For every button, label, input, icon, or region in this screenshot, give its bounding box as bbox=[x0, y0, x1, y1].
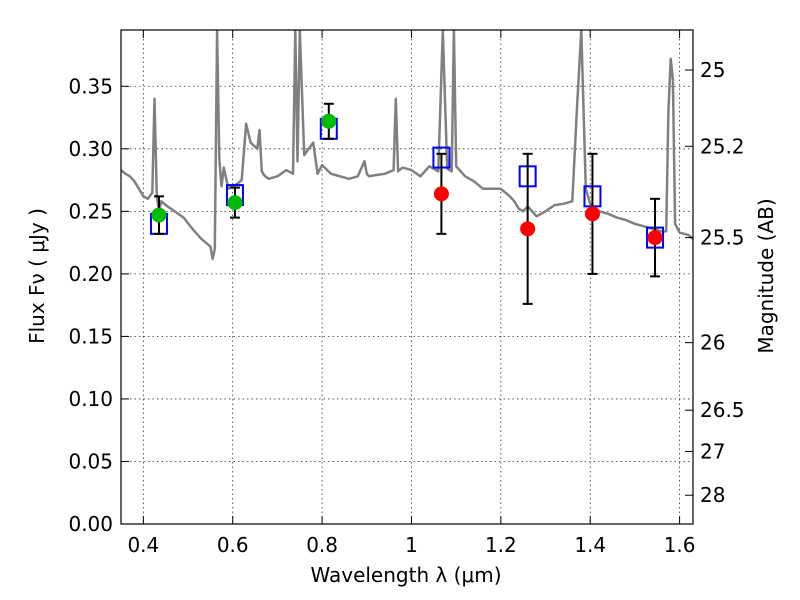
photometry-point bbox=[433, 186, 449, 202]
x-tick-label: 0.6 bbox=[217, 533, 249, 557]
photometry-point bbox=[520, 221, 536, 237]
right-axis-label: Magnitude (AB) bbox=[754, 198, 778, 353]
y-axis-ticks: 0.00 0.05 0.10 0.15 0.20 0.25 0.30 0.35 bbox=[68, 74, 129, 536]
photometry-point bbox=[321, 113, 337, 129]
x-tick-label: 0.4 bbox=[127, 533, 159, 557]
y-tick-label: 0.20 bbox=[68, 262, 113, 286]
y-tick-label: 0.10 bbox=[68, 387, 113, 411]
right-tick-label: 27 bbox=[700, 439, 725, 463]
right-tick-label: 25.2 bbox=[700, 134, 745, 158]
plot-frame bbox=[120, 29, 694, 525]
photometry-point bbox=[151, 207, 167, 223]
y-tick-label: 0.05 bbox=[68, 449, 113, 473]
right-tick-label: 25.5 bbox=[700, 226, 745, 250]
y-tick-label: 0.15 bbox=[68, 324, 113, 348]
data-series bbox=[121, 30, 693, 305]
right-tick-label: 28 bbox=[700, 483, 725, 507]
right-axis-ticks: 25 25.2 25.5 26 26.5 27 28 bbox=[685, 58, 745, 507]
x-axis-ticks: 0.4 0.6 0.8 1 1.2 1.4 1.6 bbox=[127, 30, 696, 557]
x-axis-label: Wavelength λ (μm) bbox=[310, 563, 501, 587]
y-tick-label: 0.00 bbox=[68, 512, 113, 536]
right-tick-label: 25 bbox=[700, 58, 725, 82]
y-axis-label: Flux Fν ( μJy ) bbox=[25, 208, 49, 344]
clipped-series bbox=[121, 30, 693, 305]
x-tick-label: 1 bbox=[405, 533, 418, 557]
photometry-point bbox=[647, 230, 663, 246]
y-tick-label: 0.30 bbox=[68, 137, 113, 161]
right-tick-label: 26 bbox=[700, 331, 725, 355]
x-tick-label: 0.8 bbox=[306, 533, 338, 557]
photometry-point bbox=[584, 206, 600, 222]
y-tick-label: 0.35 bbox=[68, 74, 113, 98]
right-tick-label: 26.5 bbox=[700, 398, 745, 422]
x-tick-label: 1.2 bbox=[485, 533, 517, 557]
photometry-point bbox=[227, 195, 243, 211]
x-tick-label: 1.4 bbox=[574, 533, 606, 557]
grid-lines bbox=[121, 30, 693, 525]
model-spectrum-line bbox=[121, 30, 693, 261]
x-tick-label: 1.6 bbox=[664, 533, 696, 557]
y-tick-label: 0.25 bbox=[68, 199, 113, 223]
